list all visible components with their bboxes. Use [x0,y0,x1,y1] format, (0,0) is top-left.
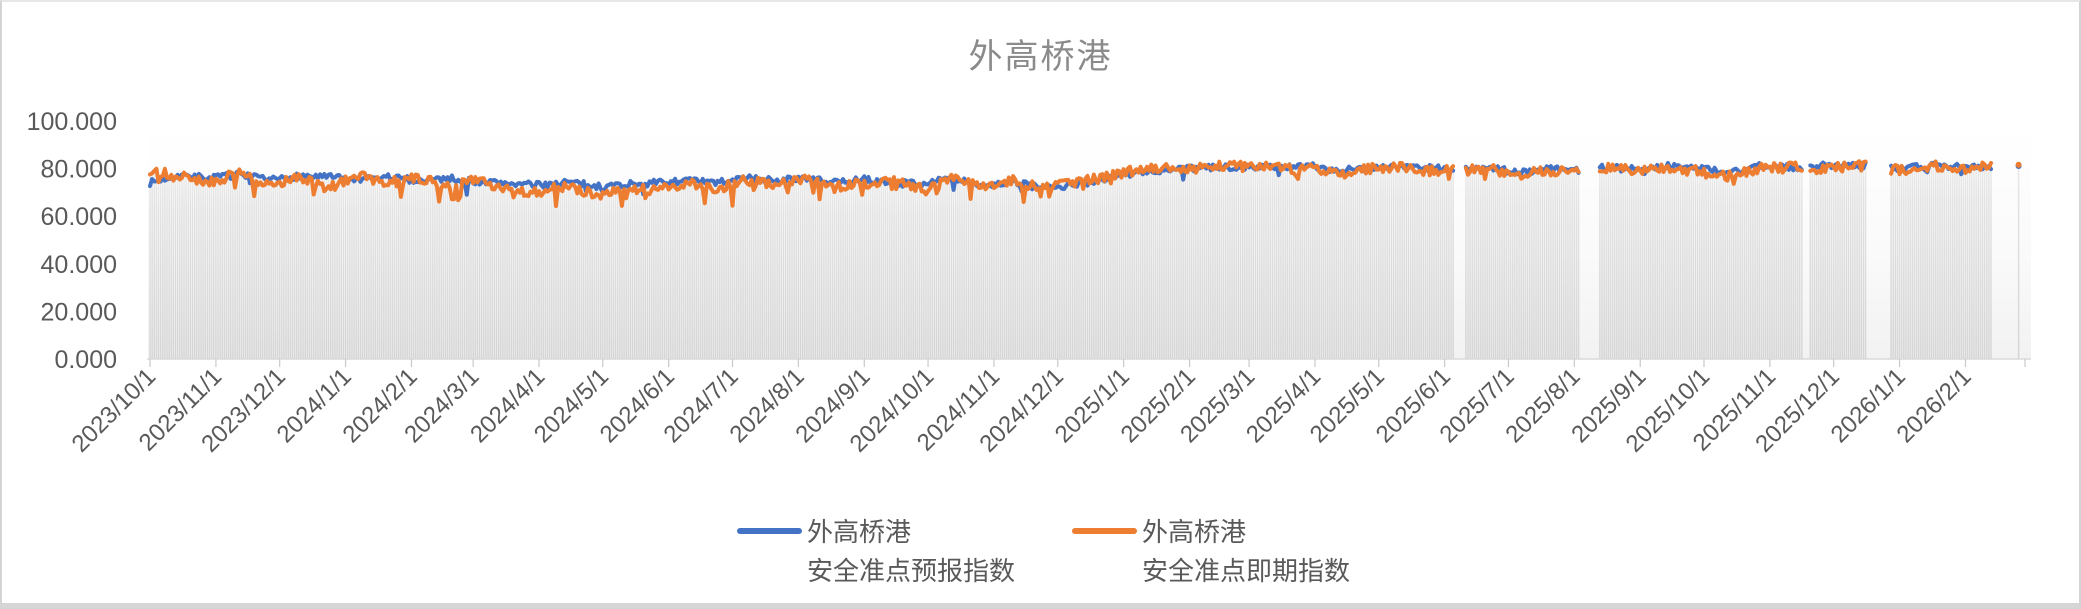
spot-index-line-segment [1463,163,1581,181]
y-tick-label: 80.000 [41,156,117,184]
daily-background-bars [149,163,2020,359]
y-tick-label: 60.000 [41,203,117,231]
spot-index-line-segment [1889,159,1993,177]
chart-title: 外高桥港 [968,38,1113,76]
x-axis [147,358,2031,367]
spot-index-line-segment [1808,159,1868,176]
y-tick-label: 0.000 [54,346,117,374]
y-tick-label: 100.000 [27,108,117,136]
x-tick-labels: 2023/10/12023/11/12023/12/12024/1/12024/… [67,363,1977,458]
y-tick-label: 40.000 [41,251,117,279]
spot-index-line [148,159,2022,208]
spot-index-line-segment [148,159,1456,208]
spot-index-line-point [2015,161,2022,168]
forecast-index-line-segment [1889,160,1993,177]
y-tick-label: 20.000 [41,298,117,326]
spot-index-line-segment [1597,160,1804,186]
y-tick-labels: 100.000 80.000 60.000 40.000 20.000 0.000 [27,108,117,374]
